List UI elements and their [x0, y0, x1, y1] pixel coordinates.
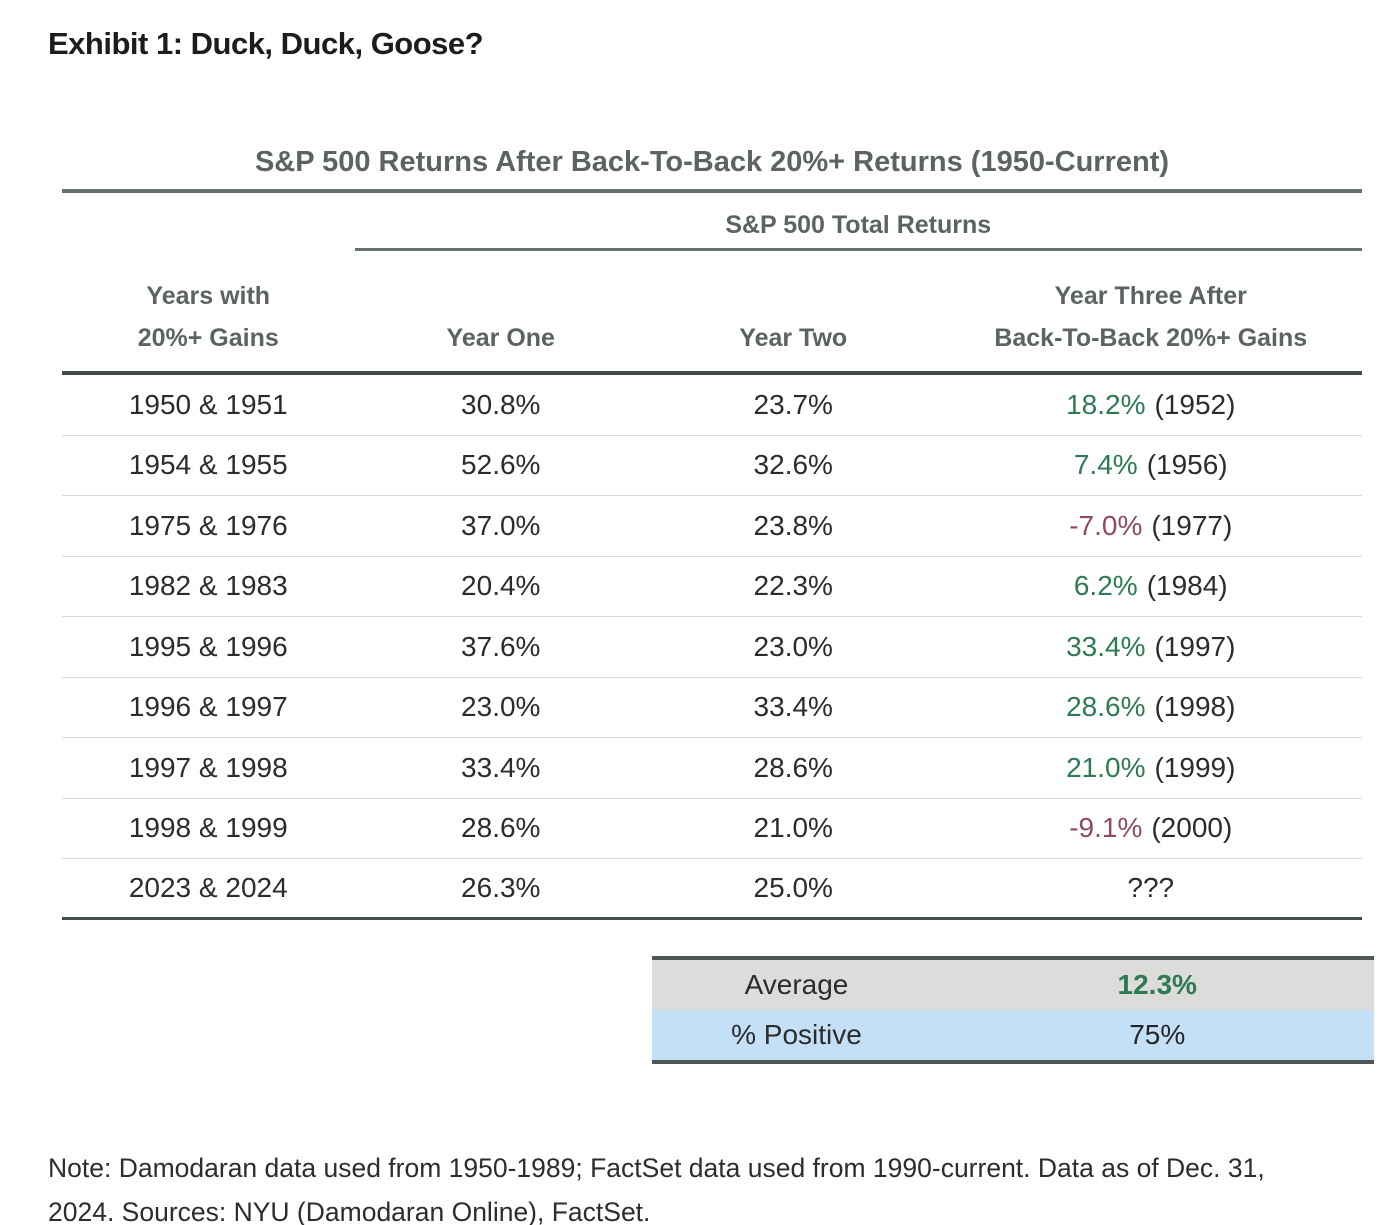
table-body: 1950 & 1951 30.8% 23.7% 18.2% (1952) 1954…	[62, 375, 1362, 920]
cell-years: 1998 & 1999	[128, 812, 288, 844]
cell-year-two: 33.4%	[753, 691, 833, 723]
cell-year-one: 33.4%	[461, 751, 541, 783]
year-three-year: (1952)	[1154, 388, 1236, 420]
table-row: 1995 & 1996 37.6% 23.0% 33.4% (1997)	[62, 617, 1362, 678]
cell-year-one: 30.8%	[461, 388, 541, 420]
year-three-value: 33.4%	[1066, 630, 1146, 662]
cell-year-one: 23.0%	[461, 691, 541, 723]
year-three-year: (1998)	[1154, 691, 1236, 723]
cell-years: 2023 & 2024	[128, 871, 288, 903]
year-three-value: ???	[1127, 871, 1175, 903]
cell-year-two: 22.3%	[753, 570, 833, 602]
cell-year-three: 18.2% (1952)	[940, 389, 1363, 421]
table-row: 1982 & 1983 20.4% 22.3% 6.2% (1984)	[62, 557, 1363, 617]
group-header-row: S&P 500 Total Returns	[62, 211, 1362, 251]
year-three-year: (2000)	[1151, 812, 1233, 844]
group-header-total-returns: S&P 500 Total Returns	[354, 211, 1362, 251]
year-three-year: (1977)	[1151, 509, 1233, 541]
year-three-value: 21.0%	[1066, 751, 1146, 783]
cell-year-two: 23.7%	[753, 388, 833, 420]
table-row: 1954 & 1955 52.6% 32.6% 7.4% (1956)	[62, 436, 1363, 496]
summary-row-average: Average 12.3%	[652, 959, 1374, 1010]
source-note: Note: Damodaran data used from 1950-1989…	[48, 1146, 1347, 1225]
table-row: 1975 & 1976 37.0% 23.8% -7.0% (1977)	[62, 496, 1362, 557]
cell-year-one: 20.4%	[461, 570, 541, 602]
year-three-year: (1984)	[1146, 570, 1228, 602]
summary-row-percent-positive: % Positive 75%	[652, 1009, 1374, 1060]
table-row: 1997 & 1998 33.4% 28.6% 21.0% (1999)	[62, 738, 1362, 799]
cell-year-two: 23.8%	[753, 509, 833, 541]
percent-positive-value: 75%	[1129, 1018, 1186, 1050]
cell-year-one: 52.6%	[461, 449, 541, 481]
cell-year-two: 32.6%	[753, 449, 833, 481]
table-row: 2023 & 2024 26.3% 25.0% ???	[62, 859, 1362, 920]
column-header-years: Years with 20%+ Gains	[62, 275, 355, 359]
cell-year-three: 28.6% (1998)	[940, 691, 1363, 723]
cell-years: 1995 & 1996	[128, 630, 288, 662]
cell-years: 1996 & 1997	[128, 691, 288, 723]
table-title: S&P 500 Returns After Back-To-Back 20%+ …	[62, 146, 1362, 193]
cell-years: 1954 & 1955	[128, 449, 288, 481]
year-three-year: (1999)	[1154, 751, 1236, 783]
cell-year-three: -7.0% (1977)	[940, 510, 1363, 542]
cell-year-two: 28.6%	[753, 751, 833, 783]
cell-year-three: ???	[940, 872, 1363, 904]
table-row: 1950 & 1951 30.8% 23.7% 18.2% (1952)	[62, 375, 1362, 436]
source-note-line2: 2024. Sources: NYU (Damodaran Online), F…	[48, 1196, 651, 1225]
cell-year-one: 26.3%	[461, 871, 541, 903]
year-three-year: (1997)	[1154, 630, 1236, 662]
summary-box: Average 12.3% % Positive 75%	[652, 955, 1374, 1064]
percent-positive-label: % Positive	[731, 1018, 862, 1050]
cell-year-one: 28.6%	[461, 812, 541, 844]
table-row: 1998 & 1999 28.6% 21.0% -9.1% (2000)	[62, 799, 1363, 859]
column-header-year-three-line1: Year Three After	[1054, 282, 1247, 310]
cell-years: 1950 & 1951	[128, 388, 288, 420]
cell-years: 1975 & 1976	[128, 509, 288, 541]
cell-year-one: 37.0%	[461, 509, 541, 541]
page-title: Exhibit 1: Duck, Duck, Goose?	[48, 26, 484, 61]
column-header-year-three-line2: Back-To-Back 20%+ Gains	[994, 324, 1308, 352]
cell-year-two: 21.0%	[753, 812, 833, 844]
cell-year-three: -9.1% (2000)	[940, 812, 1363, 844]
cell-year-two: 25.0%	[753, 871, 833, 903]
average-value: 12.3%	[1117, 968, 1197, 1000]
cell-years: 1982 & 1983	[128, 570, 288, 602]
cell-year-three: 21.0% (1999)	[940, 752, 1363, 784]
year-three-value: -7.0%	[1069, 509, 1143, 541]
year-three-value: 7.4%	[1073, 449, 1138, 481]
source-note-line1: Note: Damodaran data used from 1950-1989…	[48, 1152, 1265, 1183]
column-header-years-line2: 20%+ Gains	[137, 324, 279, 352]
year-three-value: 28.6%	[1066, 691, 1146, 723]
column-header-year-one: Year One	[446, 324, 555, 352]
column-header-year-three: Year Three After Back-To-Back 20%+ Gains	[940, 275, 1363, 359]
cell-years: 1997 & 1998	[128, 751, 288, 783]
returns-table: S&P 500 Returns After Back-To-Back 20%+ …	[62, 146, 1374, 1064]
cell-year-two: 23.0%	[753, 630, 833, 662]
year-three-value: 6.2%	[1073, 570, 1138, 602]
cell-year-three: 6.2% (1984)	[940, 570, 1363, 602]
year-three-value: 18.2%	[1066, 388, 1146, 420]
average-label: Average	[744, 968, 849, 1000]
year-three-value: -9.1%	[1069, 812, 1143, 844]
cell-year-three: 33.4% (1997)	[940, 631, 1363, 663]
year-three-year: (1956)	[1146, 449, 1228, 481]
table-row: 1996 & 1997 23.0% 33.4% 28.6% (1998)	[62, 678, 1363, 738]
column-header-row: Years with 20%+ Gains Year One Year Two …	[62, 275, 1362, 375]
column-header-years-line1: Years with	[146, 282, 271, 310]
column-header-year-two: Year Two	[739, 324, 848, 352]
cell-year-one: 37.6%	[461, 630, 541, 662]
cell-year-three: 7.4% (1956)	[940, 449, 1363, 481]
